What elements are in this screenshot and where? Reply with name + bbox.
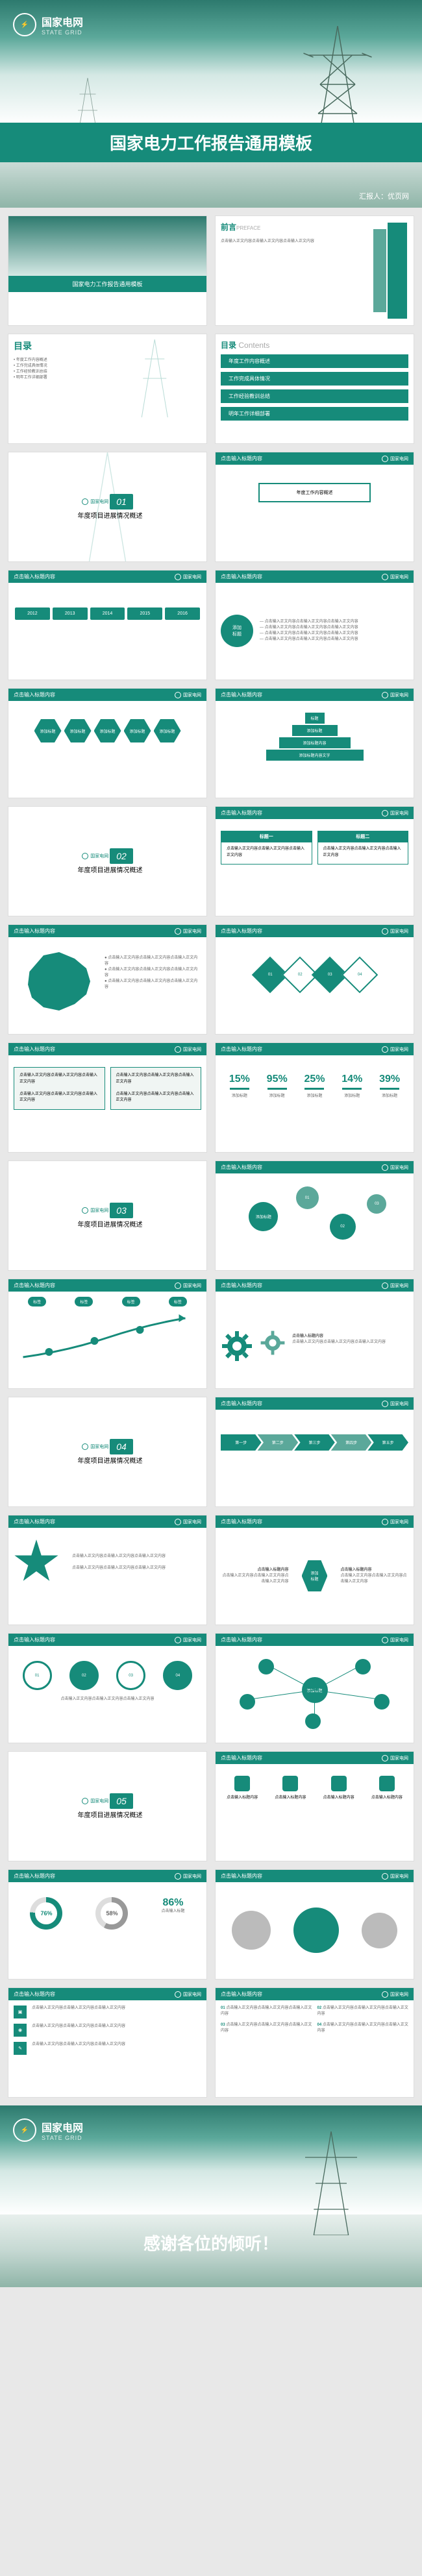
gear-icon	[260, 1330, 286, 1356]
slide-donuts: 点击输入标题内容国家电网 76% 58% 86%点击输入标题	[8, 1869, 207, 1980]
slide-bracket: 点击输入标题内容国家电网 年度工作内容概述	[215, 452, 414, 562]
slide-timeline: 点击输入标题内容国家电网 20122013201420152016	[8, 570, 207, 680]
main-title: 国家电力工作报告通用模板	[0, 130, 422, 154]
china-map-icon	[20, 949, 98, 1014]
slide-star: 点击输入标题内容国家电网 点击输入正文内容点击输入正文内容点击输入正文内容点击输…	[8, 1515, 207, 1625]
slide-arrow-flow: 点击输入标题内容国家电网 第一步 第二步 第三步 第四步 第五步	[215, 1397, 414, 1507]
brand-logo: ⚡ 国家电网 STATE GRID	[13, 2118, 83, 2142]
logo-icon: ⚡	[13, 13, 36, 36]
logo-icon: ⚡	[13, 2118, 36, 2142]
slide-hex-center: 点击输入标题内容国家电网 点击输入标题内容点击输入正文内容点击输入正文内容点击输…	[215, 1515, 414, 1625]
bracket-box: 年度工作内容概述	[258, 483, 371, 502]
slide-grid: 国家电力工作报告通用模板 前言PREFACE 点击输入正文内容点击输入正文内容点…	[0, 208, 422, 2105]
slide-section-02: 国家电网 02年度项目进展情况概述	[8, 806, 207, 916]
slide-section-05: 国家电网 05年度项目进展情况概述	[8, 1751, 207, 1861]
title-band: 国家电力工作报告通用模板	[0, 123, 422, 162]
slide-big-circles: 点击输入标题内容国家电网	[215, 1869, 414, 1980]
slide-gears: 点击输入标题内容国家电网 点击输入标题内容点击输入正文内容点击输入正文内容点击输…	[215, 1279, 414, 1389]
thanks-text: 感谢各位的倾听！	[0, 2231, 422, 2255]
mini-title: 国家电力工作报告通用模板	[8, 276, 206, 292]
slide-cover-mini: 国家电力工作报告通用模板	[8, 215, 207, 326]
star-icon	[14, 1539, 59, 1585]
slide-map: 点击输入标题内容国家电网 ● 点击输入正文内容点击输入正文内容点击输入正文内容●…	[8, 924, 207, 1035]
slide-circles: 点击输入标题内容国家电网 01 02 03 04 点击输入正文内容点击输入正文内…	[8, 1633, 207, 1743]
gear-icon	[221, 1330, 253, 1362]
toc-item: 工作完成具体情况	[221, 372, 408, 386]
slide-two-col: 点击输入标题内容国家电网 标题一点击输入正文内容点击输入正文内容点击输入正文内容…	[215, 806, 414, 916]
timeline: 20122013201420152016	[14, 607, 201, 620]
slide-icon-grid: 点击输入标题内容国家电网 点击输入标题内容 点击输入标题内容 点击输入标题内容 …	[215, 1751, 414, 1861]
hero-footer: 汇报人：优页网	[359, 191, 409, 201]
brand-logo: ⚡ 国家电网 STATE GRID	[13, 13, 83, 36]
brand-sub: STATE GRID	[42, 29, 83, 36]
slide-center-list: 点击输入标题内容国家电网 添加标题 — 点击输入正文内容点击输入正文内容点击输入…	[215, 570, 414, 680]
slide-bubbles: 点击输入标题内容国家电网 添加标题 01 02 03	[215, 1160, 414, 1271]
toc-item: 年度工作内容概述	[221, 354, 408, 368]
slide-section-03: 国家电网 03年度项目进展情况概述	[8, 1160, 207, 1271]
slide-section-04: 国家电网 04年度项目进展情况概述	[8, 1397, 207, 1507]
toc-item: 工作经验教训总结	[221, 389, 408, 403]
slide-stats: 点击输入标题内容国家电网 15%添加标题 95%添加标题 25%添加标题 14%…	[215, 1042, 414, 1153]
slide-toc-a: 目录 • 年度工作内容概述• 工作完成具体情况• 工作经验教训总结• 明年工作详…	[8, 334, 207, 444]
slide-diamonds: 点击输入标题内容国家电网 01 02 03 04	[215, 924, 414, 1035]
brand-name: 国家电网	[42, 14, 83, 29]
slide-section-01: 国家电网 01年度项目进展情况概述	[8, 452, 207, 562]
slide-quad: 点击输入标题内容国家电网 01 点击输入正文内容点击输入正文内容点击输入正文内容…	[215, 1987, 414, 2098]
hero-cover: ⚡ 国家电网 STATE GRID 国家电力工作报告通用模板 汇报人：优页网	[0, 0, 422, 208]
slide-pyramid: 点击输入标题内容国家电网 标题 添加标题 添加标题内容 添加标题内容文字	[215, 688, 414, 798]
slide-toc-b: 目录 Contents 年度工作内容概述 工作完成具体情况 工作经验教训总结 明…	[215, 334, 414, 444]
closing-slide: ⚡ 国家电网 STATE GRID 感谢各位的倾听！	[0, 2105, 422, 2287]
slide-curve: 点击输入标题内容国家电网 标签 标签 标签 标签	[8, 1279, 207, 1389]
slide-hex: 点击输入标题内容国家电网 添加标题添加标题添加标题添加标题添加标题	[8, 688, 207, 798]
toc-item: 明年工作详细部署	[221, 407, 408, 421]
slide-radial: 点击输入标题内容国家电网 添加标题	[215, 1633, 414, 1743]
slide-icon-rows: 点击输入标题内容国家电网 ▣点击输入正文内容点击输入正文内容点击输入正文内容 ◉…	[8, 1987, 207, 2098]
slide-boxes: 点击输入标题内容国家电网 点击输入正文内容点击输入正文内容点击输入正文内容点击输…	[8, 1042, 207, 1153]
tower-icon	[292, 2131, 370, 2235]
slide-preface: 前言PREFACE 点击输入正文内容点击输入正文内容点击输入正文内容	[215, 215, 414, 326]
